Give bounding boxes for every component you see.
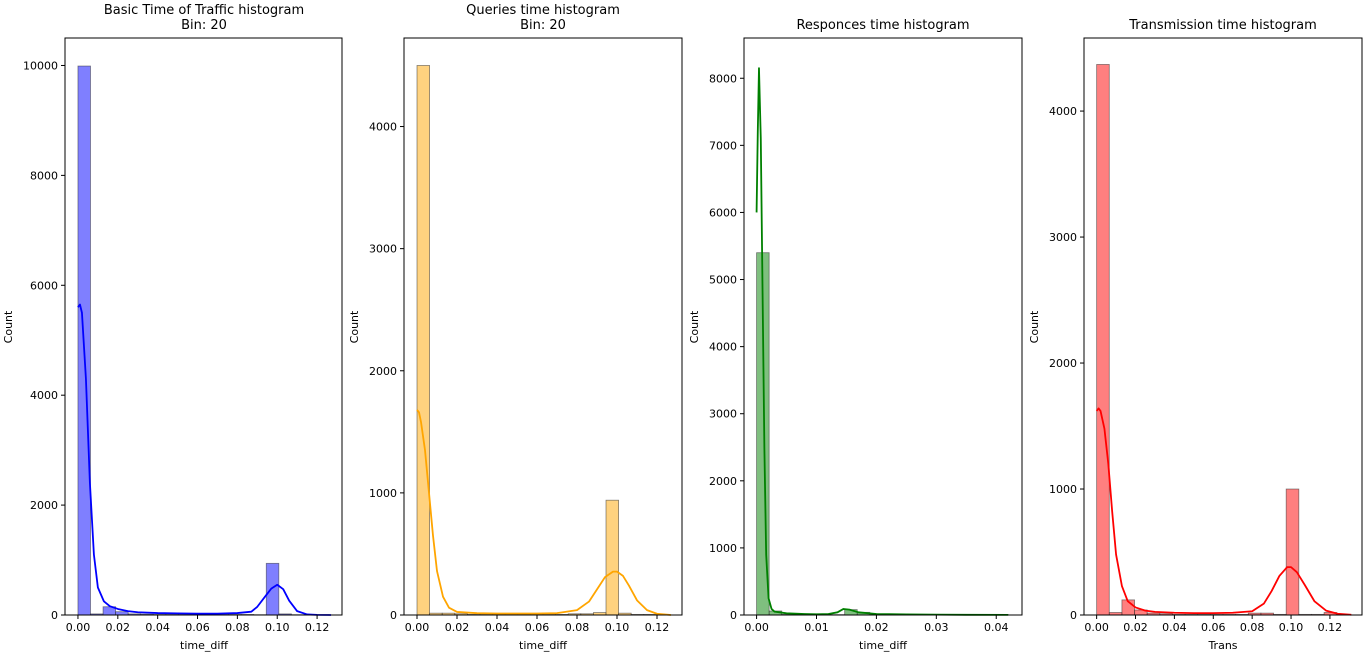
x-tick-label: 0.04	[1162, 621, 1187, 634]
histogram-bar	[605, 499, 620, 616]
x-tick-label: 0.12	[645, 621, 670, 634]
y-tick-label: 10000	[23, 59, 58, 72]
histogram-bar	[1285, 488, 1300, 616]
chart-title: Responces time histogram	[796, 18, 969, 33]
x-tick-label: 0.02	[445, 621, 470, 634]
y-tick-label: 1000	[709, 542, 737, 555]
chart-title: Basic Time of Traffic histogram	[104, 3, 304, 18]
y-axis-label: Count	[348, 310, 361, 343]
y-tick-label: 6000	[709, 206, 737, 219]
x-tick-label: 0.04	[145, 621, 170, 634]
y-tick-label: 3000	[369, 243, 397, 256]
x-tick-label: 0.10	[1279, 621, 1304, 634]
kde-line	[755, 67, 1009, 616]
y-tick-label: 0	[730, 609, 737, 622]
histogram-bar	[265, 562, 280, 616]
y-tick-label: 0	[1070, 609, 1077, 622]
x-tick-label: 0.06	[185, 621, 210, 634]
panel-responses-time: Responces time histogram time_diff Count…	[688, 18, 1023, 652]
x-axis-label: Trans	[1207, 639, 1237, 652]
x-tick-label: 0.00	[66, 621, 91, 634]
x-tick-label: 0.10	[265, 621, 290, 634]
y-axis-label: Count	[1028, 310, 1041, 343]
x-tick-label: 0.02	[1123, 621, 1148, 634]
x-tick-label: 0.04	[984, 621, 1009, 634]
x-tick-label: 0.12	[1318, 621, 1343, 634]
plot-frame	[403, 37, 683, 616]
histogram-bar	[1096, 64, 1110, 616]
y-tick-label: 1000	[369, 487, 397, 500]
y-axis-label: Count	[688, 310, 701, 343]
kde-line	[77, 303, 332, 616]
plot-frame	[64, 37, 343, 616]
chart-title: Queries time histogram	[466, 3, 620, 18]
x-tick-label: 0.12	[305, 621, 330, 634]
x-tick-label: 0.00	[405, 621, 430, 634]
y-tick-label: 2000	[1049, 357, 1077, 370]
y-tick-label: 1000	[1049, 483, 1077, 496]
y-tick-label: 2000	[709, 475, 737, 488]
x-axis-label: time_diff	[180, 639, 228, 652]
histogram-bar	[416, 65, 431, 616]
kde-line	[416, 409, 672, 616]
y-axis-label: Count	[2, 310, 15, 343]
chart-subtitle: Bin: 20	[520, 18, 566, 33]
y-tick-label: 8000	[709, 72, 737, 85]
y-tick-label: 2000	[369, 365, 397, 378]
x-tick-label: 0.00	[1084, 621, 1109, 634]
x-tick-label: 0.04	[485, 621, 510, 634]
x-tick-label: 0.10	[605, 621, 630, 634]
x-tick-label: 0.02	[106, 621, 131, 634]
panel-queries-time: Queries time histogram Bin: 20 time_diff…	[348, 3, 683, 652]
x-tick-label: 0.06	[525, 621, 550, 634]
x-tick-label: 0.00	[744, 621, 769, 634]
y-tick-label: 0	[390, 609, 397, 622]
y-tick-label: 4000	[30, 389, 58, 402]
plot-frame	[743, 37, 1023, 616]
y-tick-label: 5000	[709, 274, 737, 287]
y-tick-label: 0	[51, 609, 58, 622]
panel-transmission-time: Transmission time histogram Trans Count …	[1028, 18, 1363, 652]
y-tick-label: 3000	[1049, 231, 1077, 244]
panel-basic-time: Basic Time of Traffic histogram Bin: 20 …	[2, 3, 343, 652]
y-tick-label: 2000	[30, 499, 58, 512]
x-tick-label: 0.08	[225, 621, 250, 634]
x-tick-label: 0.08	[1240, 621, 1265, 634]
x-axis-label: time_diff	[859, 639, 907, 652]
chart-title: Transmission time histogram	[1128, 18, 1317, 33]
y-tick-label: 7000	[709, 139, 737, 152]
kde-line	[1095, 407, 1352, 616]
chart-subtitle: Bin: 20	[181, 18, 227, 33]
y-tick-label: 4000	[709, 341, 737, 354]
x-tick-label: 0.01	[804, 621, 829, 634]
y-tick-label: 4000	[1049, 105, 1077, 118]
x-tick-label: 0.02	[864, 621, 889, 634]
x-tick-label: 0.06	[1201, 621, 1226, 634]
y-tick-label: 8000	[30, 169, 58, 182]
x-axis-label: time_diff	[519, 639, 567, 652]
y-tick-label: 4000	[369, 121, 397, 134]
x-tick-label: 0.03	[924, 621, 949, 634]
y-tick-label: 6000	[30, 279, 58, 292]
x-tick-label: 0.08	[565, 621, 590, 634]
plot-frame	[1083, 37, 1363, 616]
y-tick-label: 3000	[709, 408, 737, 421]
